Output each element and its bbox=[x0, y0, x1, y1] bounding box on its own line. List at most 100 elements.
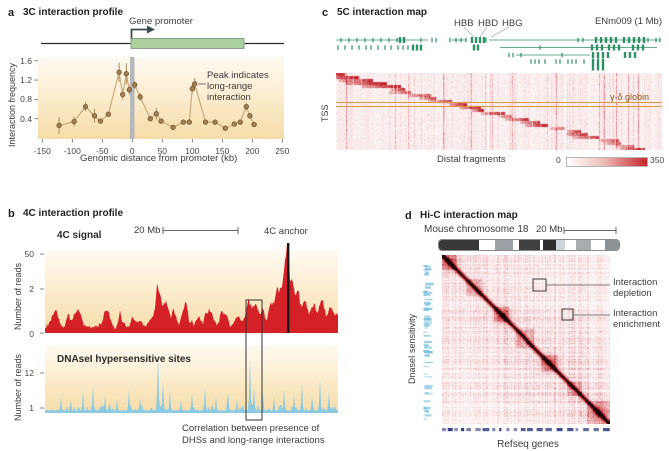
refseq-gene-mark bbox=[536, 428, 543, 432]
gene-track-tick bbox=[435, 37, 437, 43]
3c-data-point bbox=[180, 119, 186, 125]
panel-a-xtick-label: -100 bbox=[63, 145, 81, 156]
3c-data-point bbox=[231, 121, 237, 127]
gene-track-tick bbox=[377, 45, 379, 50]
3c-data-point bbox=[126, 87, 132, 93]
ideogram-band bbox=[519, 240, 540, 250]
refseq-gene-mark bbox=[520, 428, 526, 432]
gene-track-exon bbox=[591, 58, 595, 65]
gene-track-tick bbox=[407, 45, 409, 50]
3c-data-point bbox=[116, 69, 122, 75]
gene-track-exon bbox=[415, 44, 419, 51]
promoter-arrow bbox=[130, 28, 147, 39]
gene-track-tick bbox=[485, 37, 487, 43]
gene-track-exon bbox=[419, 44, 423, 51]
dnase-sensitivity-tick bbox=[423, 301, 432, 305]
4c-ylabel: Number of reads bbox=[13, 262, 23, 330]
dnase-sensitivity-tick bbox=[424, 410, 430, 413]
refseq-gene-mark bbox=[475, 428, 481, 432]
gene-track-tick bbox=[539, 45, 541, 50]
ideogram-band bbox=[575, 240, 592, 250]
4c-anchor-label: 4C anchor bbox=[264, 226, 308, 237]
dnase-sensitivity-tick bbox=[423, 290, 428, 294]
gene-track-exon bbox=[604, 37, 608, 43]
refseq-gene-mark bbox=[460, 428, 465, 432]
3c-data-point bbox=[71, 118, 77, 125]
ideogram-band bbox=[539, 240, 544, 250]
gene-track-exon bbox=[600, 44, 604, 51]
3c-data-point bbox=[247, 113, 253, 119]
hic-heatmap-canvas bbox=[442, 255, 610, 424]
3c-data-point bbox=[153, 111, 159, 117]
gene-track-tick bbox=[538, 59, 540, 64]
dnase-sensitivity-tick bbox=[424, 271, 430, 275]
refseq-gene-mark bbox=[442, 428, 447, 432]
gene-track-exon bbox=[470, 37, 474, 43]
dnase-sensitivity-tick bbox=[424, 346, 432, 349]
dnase-sensitivity-tick bbox=[423, 269, 429, 272]
dnase-sensitivity-tick bbox=[423, 335, 431, 337]
3c-data-point bbox=[192, 81, 198, 87]
gene-track-exon bbox=[623, 52, 627, 58]
gene-track-exon bbox=[631, 44, 635, 51]
dnase-sensitivity-tick bbox=[424, 268, 432, 271]
4c-signal-label: 4C signal bbox=[57, 230, 102, 241]
gene-track-exon bbox=[398, 37, 402, 43]
gene-label-leader bbox=[490, 26, 510, 38]
peak-annotation-line2: long-range bbox=[207, 81, 253, 92]
3c-data-point bbox=[212, 119, 218, 125]
3c-data-point bbox=[91, 113, 98, 119]
dnase-sensitivity-tick bbox=[423, 400, 431, 403]
gene-track-exon bbox=[601, 64, 605, 71]
panel-d-title: Hi-C interaction map bbox=[420, 210, 518, 221]
5c-heatmap-canvas bbox=[336, 73, 662, 150]
panel-a-xtick-label: 50 bbox=[157, 145, 168, 156]
dnase-sensitivity-tick bbox=[423, 406, 428, 410]
gene-promoter-label: Gene promoter bbox=[129, 16, 193, 27]
gene-track-exon bbox=[641, 44, 645, 51]
refseq-gene-mark bbox=[499, 428, 502, 432]
gene-track-tick bbox=[582, 37, 584, 43]
3c-data-point bbox=[222, 125, 228, 131]
dhs-ytick-12: 12 bbox=[24, 368, 34, 378]
gene-track-exon bbox=[591, 52, 595, 58]
dnase-sensitivity-tick bbox=[424, 376, 433, 378]
gene-track-exon bbox=[622, 37, 626, 43]
dnase-sensitivity-tick bbox=[424, 265, 431, 268]
panel-b-title: 4C interaction profile bbox=[23, 208, 124, 219]
refseq-gene-mark bbox=[593, 428, 599, 432]
gene-body-rect bbox=[130, 38, 245, 49]
gene-track-tick bbox=[365, 45, 367, 50]
3c-data-point bbox=[147, 116, 153, 122]
hic-ylabel: DnaseI sensitivity bbox=[407, 313, 417, 384]
5c-ylabel-tss: TSS bbox=[320, 104, 330, 122]
dnase-sensitivity-tick bbox=[424, 361, 434, 364]
gene-track-tick bbox=[561, 52, 563, 58]
refseq-gene-mark bbox=[492, 428, 496, 432]
refseq-gene-mark bbox=[567, 428, 574, 432]
refseq-gene-mark bbox=[447, 428, 453, 432]
gene-track-tick bbox=[465, 37, 467, 43]
correlation-caption-line1: Correlation between presence of bbox=[182, 423, 320, 434]
gene-track-exon bbox=[628, 52, 632, 58]
panel-a-xtick-label: 200 bbox=[245, 145, 260, 156]
refseq-gene-mark bbox=[513, 428, 518, 432]
dnase-sensitivity-tick bbox=[423, 293, 431, 296]
gene-track-exon bbox=[612, 44, 616, 51]
dnase-sensitivity-tick bbox=[424, 392, 430, 395]
gene-track-exon bbox=[627, 37, 631, 43]
dnase-sensitivity-tick bbox=[423, 340, 432, 343]
panel-c-title: 5C interaction map bbox=[337, 7, 428, 18]
dnase-sensitivity-tick bbox=[424, 354, 430, 357]
3c-data-point bbox=[120, 91, 126, 98]
gene-track-tick bbox=[544, 59, 546, 64]
gene-track-tick bbox=[555, 59, 557, 64]
gene-track-tick bbox=[659, 37, 661, 43]
gene-track-tick bbox=[340, 37, 342, 43]
dnase-sensitivity-tick bbox=[424, 286, 431, 289]
gene-track-tick bbox=[520, 52, 522, 58]
3c-data-point bbox=[123, 71, 129, 77]
3c-data-point bbox=[170, 124, 176, 131]
